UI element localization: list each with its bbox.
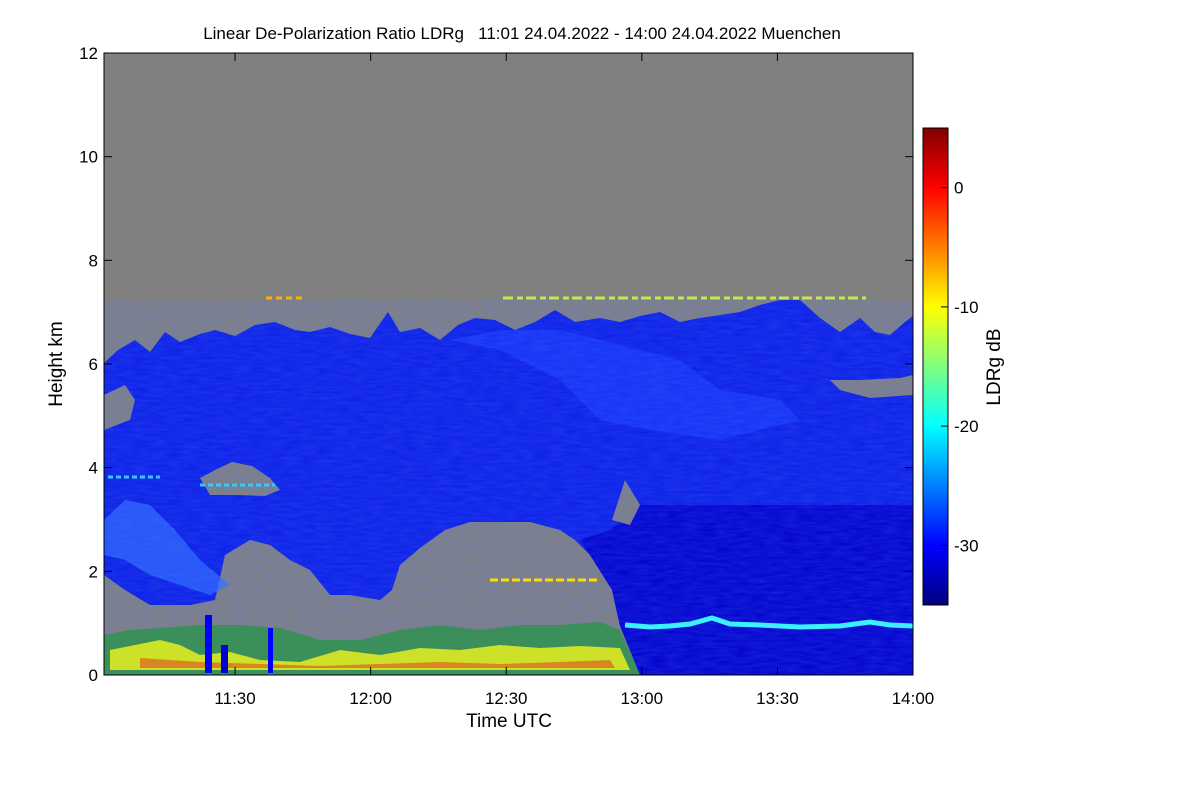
y-tick-label: 4: [89, 459, 98, 478]
y-tick-label: 10: [79, 148, 98, 167]
y-tick-label: 2: [89, 562, 98, 581]
precip-shaft-2: [221, 645, 228, 673]
precip-shaft-3: [268, 628, 273, 673]
x-axis-label: Time UTC: [466, 711, 552, 732]
colorbar-tick-label: -10: [954, 298, 979, 317]
colorbar-tick-label: -30: [954, 536, 979, 555]
x-tick-label: 13:30: [756, 689, 799, 708]
chart-title: Linear De-Polarization Ratio LDRg 11:01 …: [203, 24, 841, 43]
y-axis: 0 2 4 6 8 10 12: [79, 44, 913, 685]
y-tick-label: 8: [89, 251, 98, 270]
colorbar-label: LDRg dB: [984, 328, 1005, 405]
x-tick-label: 14:00: [892, 689, 935, 708]
y-axis-label: Height km: [46, 321, 67, 407]
x-tick-label: 12:30: [485, 689, 528, 708]
x-axis: 11:30 12:00 12:30 13:00 13:30 14:00: [214, 53, 934, 708]
colorbar-tick-label: 0: [954, 179, 963, 198]
x-tick-label: 13:00: [621, 689, 664, 708]
colorbar-tick-label: -20: [954, 417, 979, 436]
x-tick-label: 12:00: [349, 689, 392, 708]
texture-overlay: [104, 300, 913, 675]
colorbar-ticks: 0 -10 -20 -30: [941, 179, 979, 555]
aerosol-yellow: [110, 640, 630, 670]
y-tick-label: 6: [89, 355, 98, 374]
x-tick-label: 11:30: [214, 689, 255, 708]
y-tick-label: 0: [89, 666, 98, 685]
water-cloud-layer: [624, 615, 913, 630]
colorbar: [922, 127, 949, 606]
y-tick-label: 12: [79, 44, 98, 63]
precip-shaft-1: [205, 615, 212, 673]
aerosol-red-speckles: [140, 658, 615, 668]
heatmap-field: [104, 296, 913, 675]
